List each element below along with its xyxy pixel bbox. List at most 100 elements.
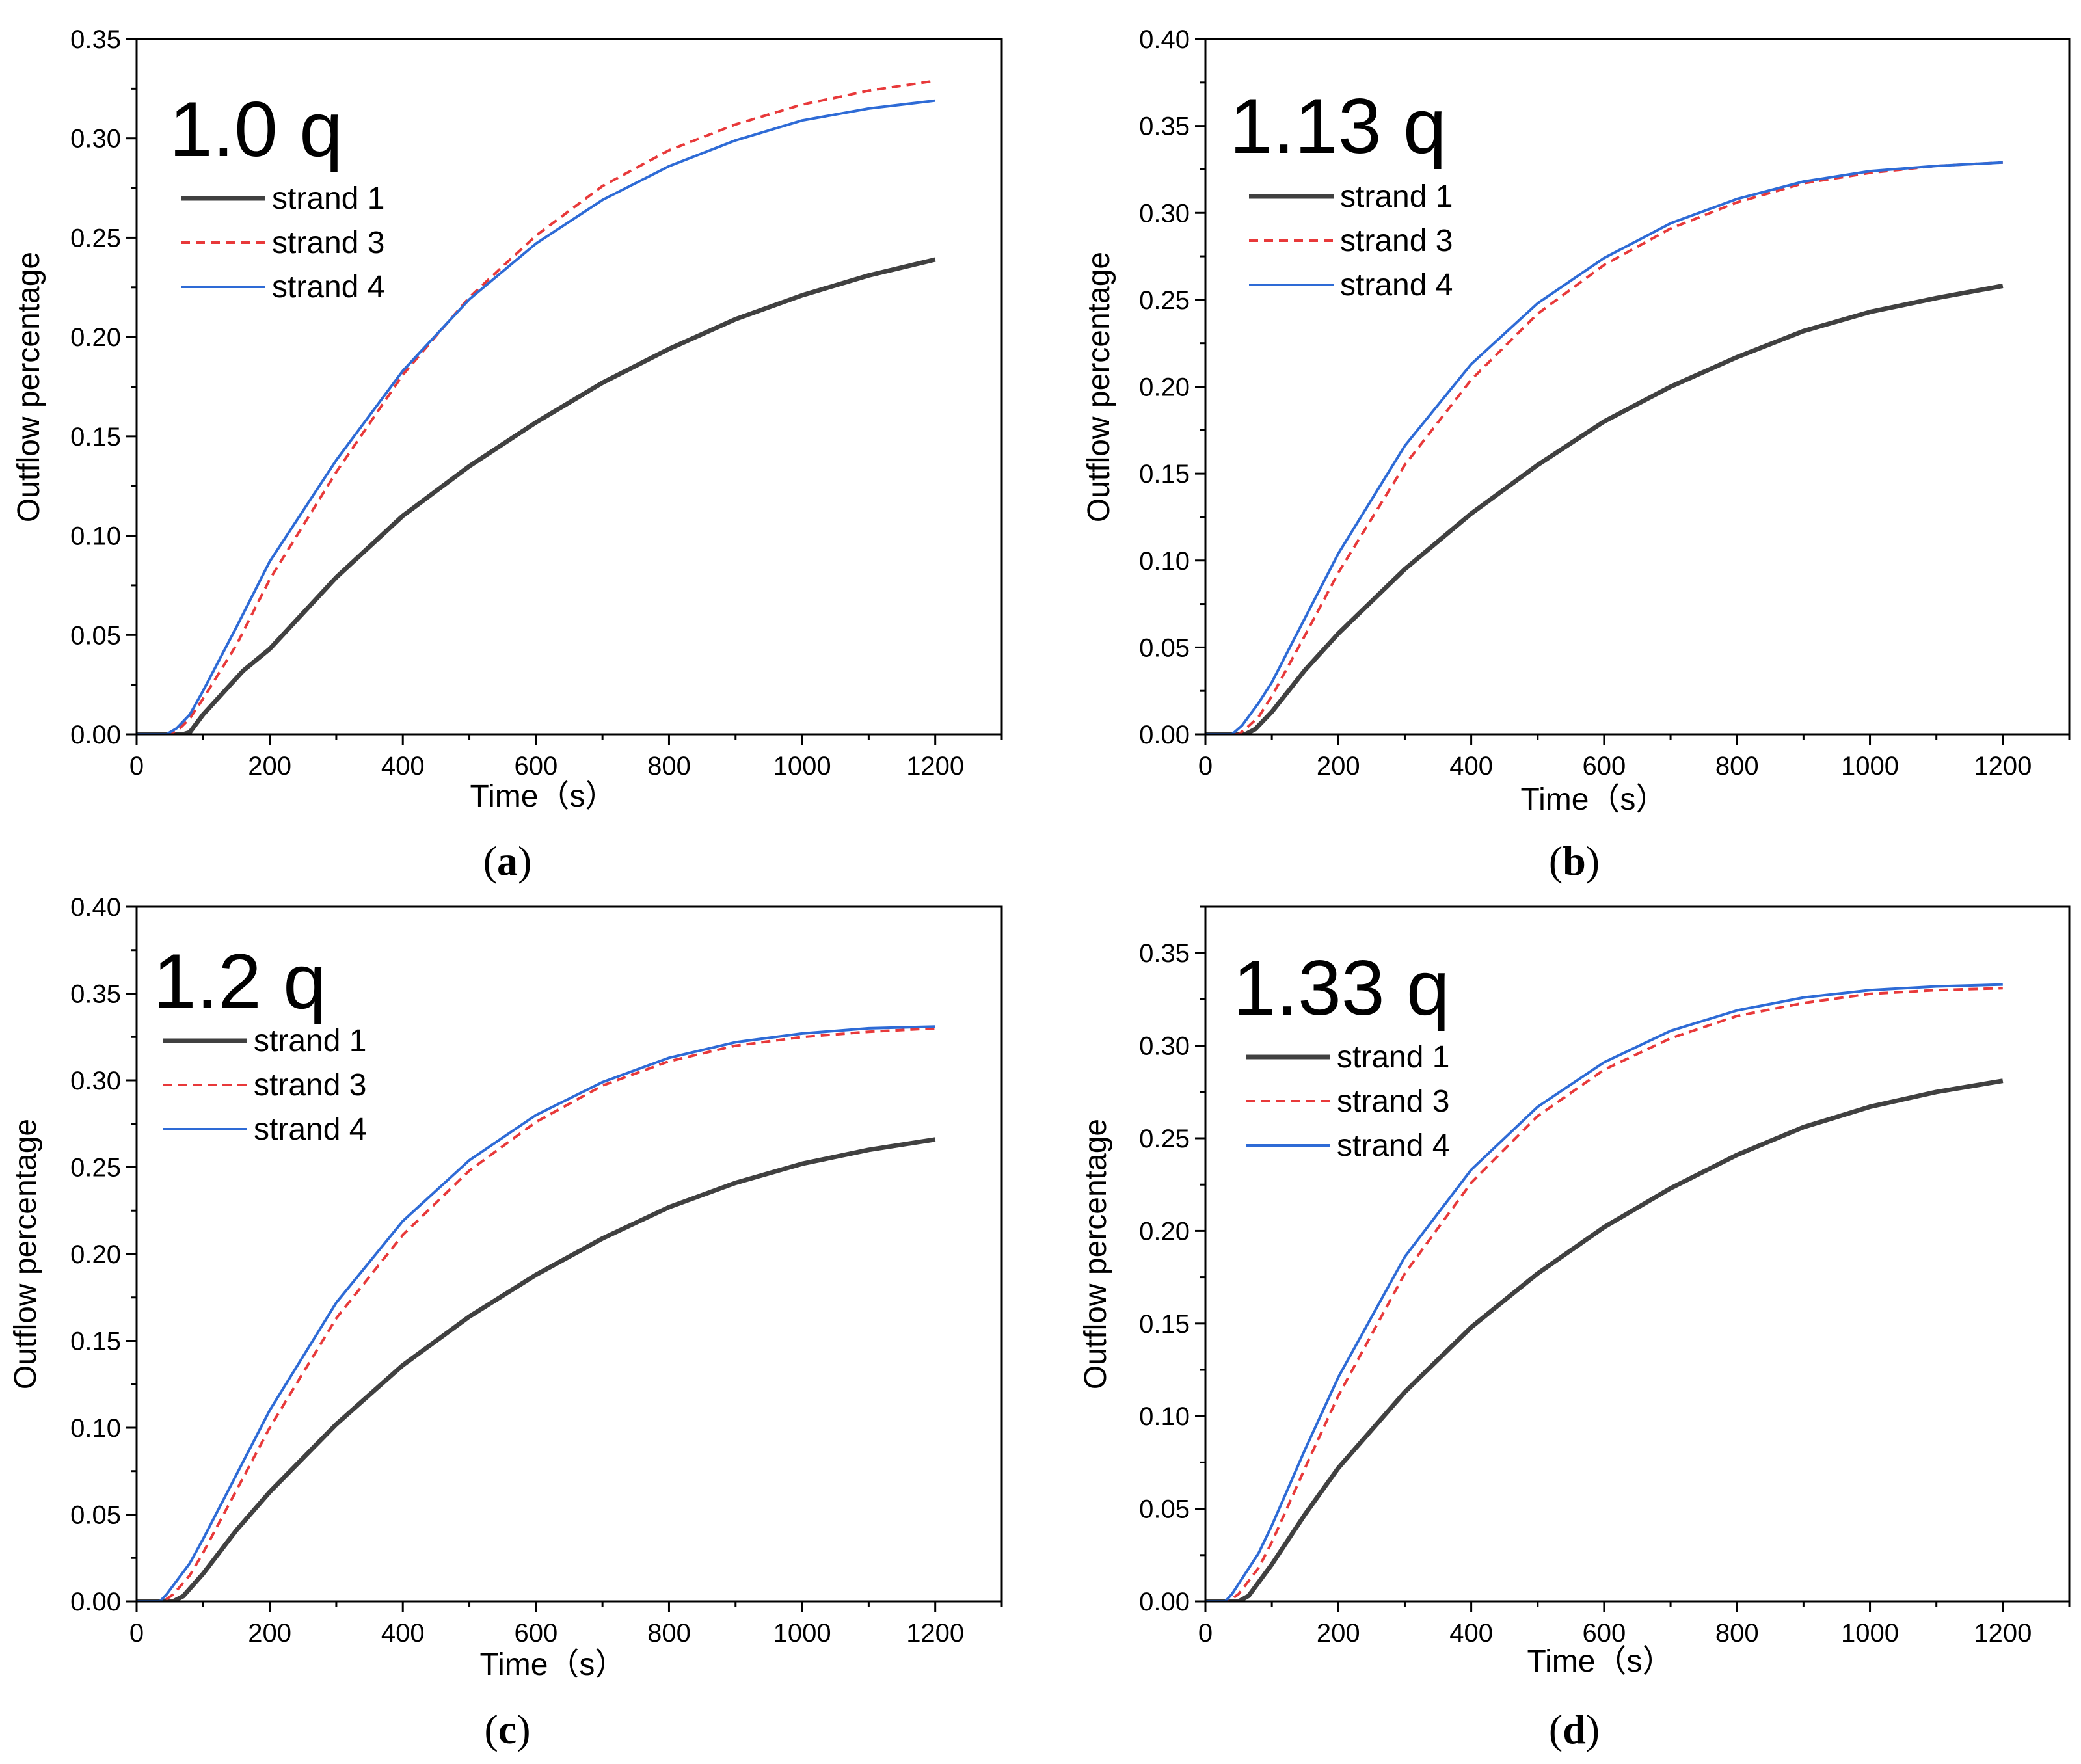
panel-a-y-tick-label: 0.10 — [70, 522, 121, 551]
panel-d-lines — [1205, 983, 2004, 1601]
panel-a-x-tick-label: 0 — [129, 752, 144, 781]
panel-c-x-tick-label: 800 — [647, 1619, 691, 1648]
panel-c-legend-label-strand-1: strand 1 — [254, 1024, 366, 1058]
panel-d-y-tick-label: 0.25 — [1139, 1125, 1190, 1153]
panel-c-legend-label-strand-3: strand 3 — [254, 1068, 366, 1102]
panel-d-x-tick-label: 800 — [1715, 1619, 1759, 1648]
panel-a-x-tick-label: 1200 — [906, 752, 964, 781]
panel-a-legend-label-strand-1: strand 1 — [272, 181, 384, 216]
panel-d-x-tick-label: 400 — [1449, 1619, 1493, 1648]
panel-b-x-tick-label: 200 — [1317, 752, 1360, 781]
panel-d: 0 200 400 600 800 1000 1200 0.00 0.05 0.10 0.15 0.2… — [1079, 905, 2071, 1752]
panel-d-x-tick-label: 1200 — [1974, 1619, 2032, 1648]
panel-a-caption: (a) — [483, 838, 532, 884]
panel-d-y-tick-label: 0.30 — [1139, 1032, 1190, 1061]
panel-d-y-tick-label: 0.05 — [1139, 1495, 1190, 1524]
panel-b-x-tick-label: 400 — [1449, 752, 1493, 781]
panel-a-series-strand-1 — [137, 257, 936, 734]
panel-c-y-tick-label: 0.20 — [70, 1240, 121, 1269]
panel-c-lines — [137, 1025, 936, 1601]
panel-c-caption: (c) — [484, 1706, 530, 1752]
panel-a-legend: strand 1 strand 3 strand 4 — [181, 181, 384, 304]
panel-c-x-tick-label: 1000 — [773, 1619, 831, 1648]
panel-a-y-tick-label: 0.15 — [70, 423, 121, 451]
panel-d-y-axis-label: Outflow percentage — [1079, 1119, 1113, 1389]
panel-b-y-tick-label: 0.10 — [1139, 547, 1190, 576]
panel-b-caption: (b) — [1549, 838, 1600, 884]
panel-c-series-strand-4 — [137, 1025, 935, 1601]
panel-c-legend-label-strand-4: strand 4 — [254, 1112, 366, 1147]
panel-b-y-tick-label: 0.05 — [1139, 634, 1190, 662]
panel-d-y-tick-label: 0.15 — [1139, 1310, 1190, 1339]
panel-d-x-tick-label: 200 — [1317, 1619, 1360, 1648]
panel-b-condition-label: 1.13 q — [1229, 83, 1447, 170]
panel-c-y-tick-label: 0.30 — [70, 1067, 121, 1095]
panel-d-y-tick-label: 0.00 — [1139, 1588, 1190, 1616]
panel-c-x-tick-label: 1200 — [906, 1619, 964, 1648]
panel-b-series-strand-1 — [1205, 284, 2004, 734]
panel-a-y-tick-label: 0.30 — [70, 125, 121, 154]
panel-c-x-tick-label: 0 — [129, 1619, 144, 1648]
panel-c-x-axis-label: Time（s） — [480, 1648, 626, 1682]
panel-c-y-tick-label: 0.10 — [70, 1414, 121, 1443]
panel-b-y-tick-label: 0.40 — [1139, 25, 1190, 54]
panel-d-condition-label: 1.33 q — [1233, 944, 1450, 1032]
panel-b-x-tick-label: 1000 — [1841, 752, 1899, 781]
panel-b-y-tick-label: 0.20 — [1139, 373, 1190, 402]
panel-d-series-strand-4 — [1205, 983, 2003, 1601]
panel-b-series-strand-3 — [1205, 161, 2003, 734]
panel-b-x-tick-label: 1200 — [1974, 752, 2032, 781]
panel-a-y-tick-label: 0.35 — [70, 25, 121, 54]
panel-d-x-tick-label: 0 — [1198, 1619, 1213, 1648]
panel-d-legend-label-strand-1: strand 1 — [1337, 1040, 1449, 1075]
panel-d-y-tick-label: 0.10 — [1139, 1402, 1190, 1431]
panel-b-y-tick-label: 0.00 — [1139, 721, 1190, 749]
panel-b-legend-label-strand-4: strand 4 — [1340, 268, 1453, 302]
panel-a-x-axis-label: Time（s） — [470, 779, 617, 814]
panel-a-x-tick-label: 600 — [514, 752, 557, 781]
panel-a-y-tick-label: 0.00 — [70, 721, 121, 749]
panel-d-legend: strand 1 strand 3 strand 4 — [1246, 1040, 1449, 1163]
panel-c-y-tick-label: 0.40 — [70, 893, 121, 922]
panel-c-y-axis-label: Outflow percentage — [8, 1119, 43, 1389]
panel-c-x-tick-label: 200 — [248, 1619, 291, 1648]
panel-b-legend-label-strand-3: strand 3 — [1340, 224, 1453, 258]
panel-a-y-axis-label: Outflow percentage — [12, 252, 46, 522]
panel-a: 0 200 400 600 800 1000 1200 0.00 0.05 0.10 0.15 0.2… — [12, 25, 1003, 884]
panel-a-x-tick-label: 200 — [248, 752, 291, 781]
panel-c-series-strand-1 — [137, 1137, 936, 1601]
panel-a-y-tick-label: 0.20 — [70, 323, 121, 352]
panel-c-y-tick-label: 0.00 — [70, 1588, 121, 1616]
panel-a-lines — [137, 79, 936, 734]
panel-b-x-tick-label: 0 — [1198, 752, 1213, 781]
panel-b-y-tick-label: 0.30 — [1139, 199, 1190, 228]
panel-d-series-strand-1 — [1205, 1078, 2004, 1601]
panel-b-x-tick-label: 600 — [1583, 752, 1626, 781]
panel-a-x-tick-label: 1000 — [773, 752, 831, 781]
panel-c-y-tick-label: 0.35 — [70, 980, 121, 1009]
panel-a-x-tick-label: 800 — [647, 752, 691, 781]
panel-d-legend-label-strand-3: strand 3 — [1337, 1084, 1449, 1119]
panel-b-series-strand-4 — [1205, 161, 2003, 734]
panel-c-y-tick-label: 0.15 — [70, 1328, 121, 1356]
panel-c-condition-label: 1.2 q — [153, 938, 327, 1025]
panel-d-x-tick-label: 600 — [1583, 1619, 1626, 1648]
panel-d-caption: (d) — [1549, 1706, 1600, 1752]
panel-a-series-strand-4 — [137, 99, 935, 734]
panel-a-legend-label-strand-4: strand 4 — [272, 270, 384, 304]
panel-c: 0 200 400 600 800 1000 1200 0.00 0.05 0.10 0.15 0.2… — [8, 893, 1003, 1752]
panel-b-y-tick-label: 0.35 — [1139, 113, 1190, 141]
panel-c-series-strand-3 — [137, 1026, 935, 1601]
panel-b-x-tick-label: 800 — [1715, 752, 1759, 781]
panel-d-x-tick-label: 1000 — [1841, 1619, 1899, 1648]
panel-c-legend: strand 1 strand 3 strand 4 — [163, 1024, 366, 1147]
panel-d-x-axis-label: Time（s） — [1527, 1644, 1674, 1679]
panel-b-y-tick-label: 0.25 — [1139, 286, 1190, 315]
panel-a-legend-label-strand-3: strand 3 — [272, 226, 384, 260]
panel-d-legend-label-strand-4: strand 4 — [1337, 1129, 1449, 1163]
panel-a-condition-label: 1.0 q — [169, 86, 343, 173]
panel-a-y-tick-label: 0.05 — [70, 621, 121, 650]
panel-c-x-tick-label: 600 — [514, 1619, 557, 1648]
panel-a-series-strand-3 — [137, 79, 935, 734]
